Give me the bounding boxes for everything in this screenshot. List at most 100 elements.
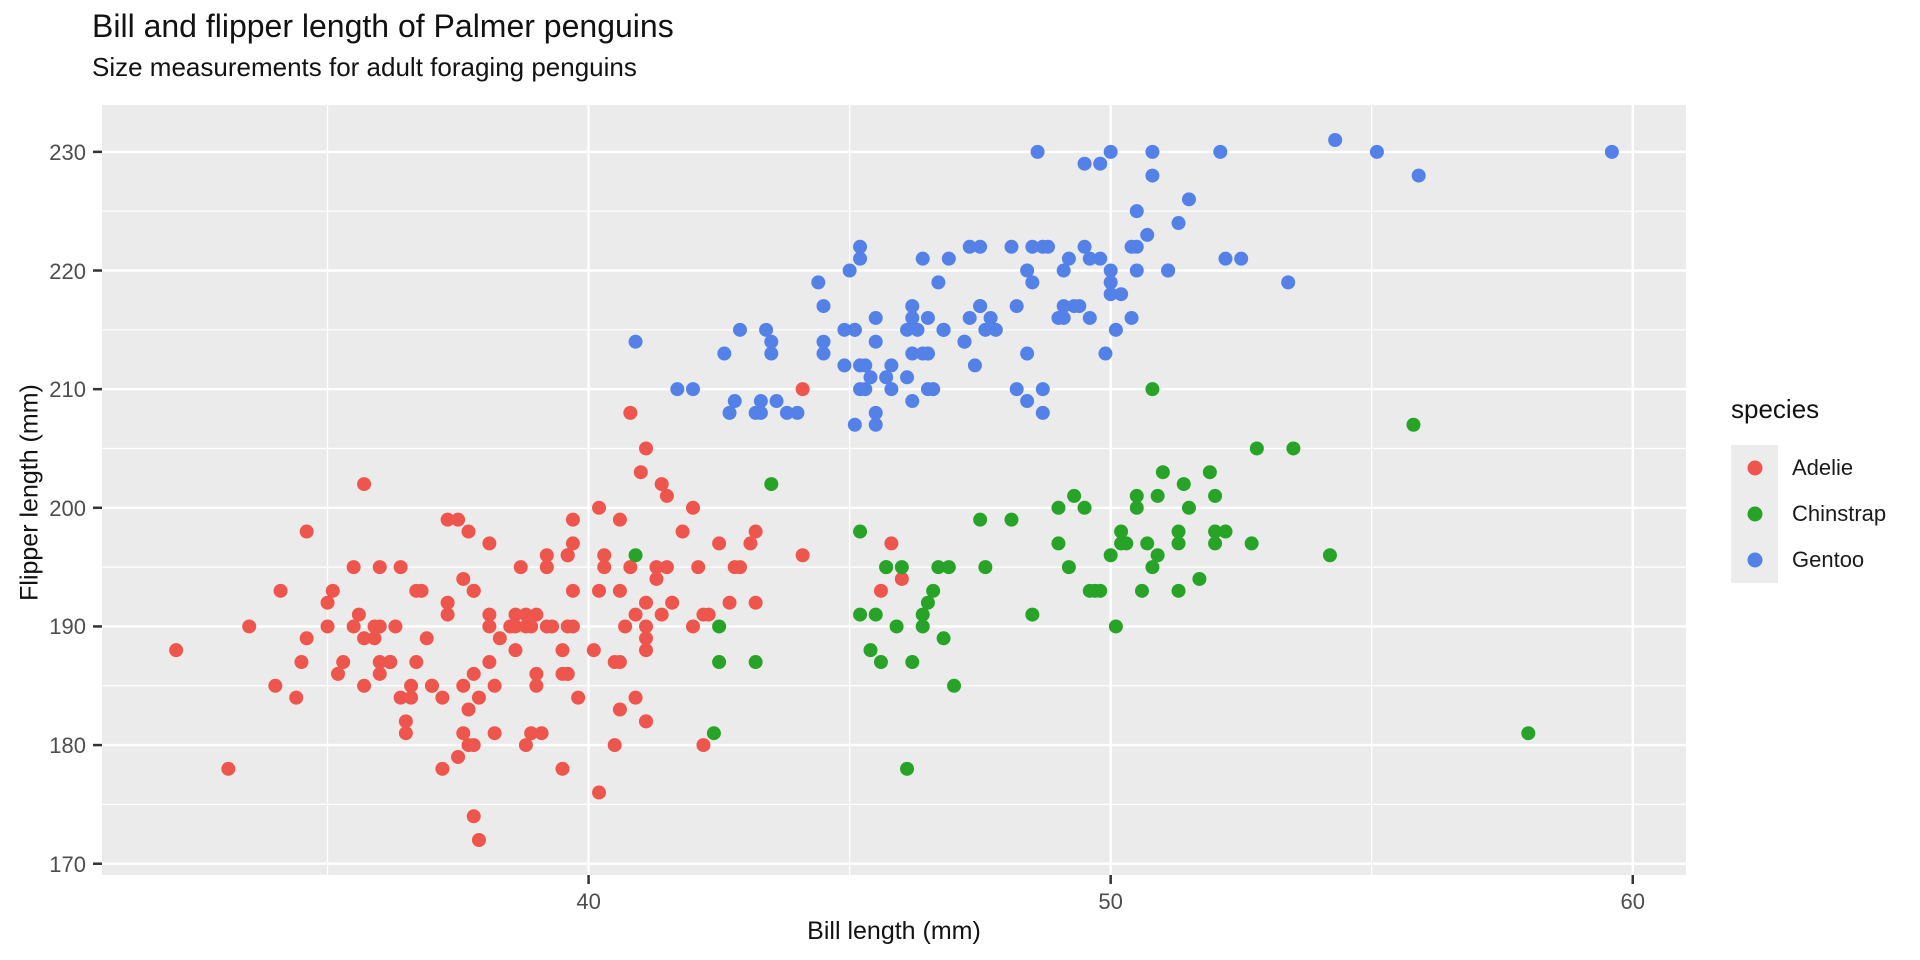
data-point-gentoo <box>962 310 977 325</box>
data-point-gentoo <box>884 382 899 397</box>
data-point-adelie <box>712 536 727 551</box>
data-point-gentoo <box>764 334 779 349</box>
data-point-adelie <box>513 560 528 575</box>
data-point-gentoo <box>983 310 998 325</box>
data-point-adelie <box>273 583 288 598</box>
data-point-adelie <box>884 536 899 551</box>
data-point-chinstrap <box>915 607 930 622</box>
data-point-chinstrap <box>915 619 930 634</box>
data-point-adelie <box>539 619 554 634</box>
data-point-adelie <box>471 690 486 705</box>
data-point-gentoo <box>1411 168 1426 183</box>
data-point-gentoo <box>884 358 899 373</box>
x-tick-label: 50 <box>1098 889 1123 914</box>
data-point-adelie <box>487 678 502 693</box>
data-point-chinstrap <box>894 560 909 575</box>
data-point-chinstrap <box>1155 465 1170 480</box>
data-point-chinstrap <box>889 619 904 634</box>
data-point-gentoo <box>1077 239 1092 254</box>
data-point-adelie <box>685 500 700 515</box>
data-point-adelie <box>466 809 481 824</box>
data-point-chinstrap <box>1114 536 1129 551</box>
data-point-adelie <box>529 607 544 622</box>
data-point-gentoo <box>1103 287 1118 302</box>
data-point-gentoo <box>628 334 643 349</box>
data-point-adelie <box>623 560 638 575</box>
data-point-adelie <box>649 560 664 575</box>
data-point-adelie <box>351 607 366 622</box>
data-point-gentoo <box>1213 144 1228 159</box>
data-point-adelie <box>299 524 314 539</box>
data-point-chinstrap <box>1051 536 1066 551</box>
data-point-gentoo <box>941 251 956 266</box>
data-point-adelie <box>560 666 575 681</box>
legend-key <box>1731 537 1778 583</box>
data-point-adelie <box>894 571 909 586</box>
data-point-adelie <box>169 643 184 658</box>
data-point-gentoo <box>978 322 993 337</box>
data-point-gentoo <box>1281 275 1296 290</box>
data-point-adelie <box>367 631 382 646</box>
data-point-chinstrap <box>748 655 763 670</box>
data-point-adelie <box>440 595 455 610</box>
data-point-adelie <box>748 524 763 539</box>
data-point-chinstrap <box>1114 524 1129 539</box>
data-point-gentoo <box>1025 239 1040 254</box>
legend-entry-gentoo: Gentoo <box>1731 537 1886 583</box>
data-point-gentoo <box>853 239 868 254</box>
data-point-gentoo <box>753 394 768 409</box>
data-point-gentoo <box>863 370 878 385</box>
data-point-gentoo <box>853 358 868 373</box>
data-point-adelie <box>294 655 309 670</box>
data-point-adelie <box>503 619 518 634</box>
gentoo-dot-icon <box>1747 552 1762 568</box>
data-point-gentoo <box>868 405 883 420</box>
data-point-chinstrap <box>1171 524 1186 539</box>
data-point-gentoo <box>847 417 862 432</box>
data-point-adelie <box>571 690 586 705</box>
data-point-gentoo <box>1009 382 1024 397</box>
y-tick-label: 170 <box>49 851 86 877</box>
data-point-gentoo <box>868 417 883 432</box>
data-point-adelie <box>357 631 372 646</box>
data-point-chinstrap <box>947 678 962 693</box>
data-point-adelie <box>508 643 523 658</box>
data-point-adelie <box>357 678 372 693</box>
data-point-adelie <box>336 655 351 670</box>
data-point-chinstrap <box>1004 512 1019 527</box>
data-point-chinstrap <box>1208 536 1223 551</box>
data-point-adelie <box>685 619 700 634</box>
plot-title: Bill and flipper length of Palmer pengui… <box>92 8 674 44</box>
data-point-gentoo <box>988 322 1003 337</box>
adelie-dot-icon <box>1747 460 1762 476</box>
data-point-adelie <box>404 690 419 705</box>
data-point-gentoo <box>1234 251 1249 266</box>
legend-title: species <box>1731 394 1820 424</box>
data-point-gentoo <box>1129 204 1144 219</box>
data-point-adelie <box>435 761 450 776</box>
data-point-adelie <box>330 666 345 681</box>
data-point-chinstrap <box>1249 441 1264 456</box>
data-point-adelie <box>639 631 654 646</box>
data-point-gentoo <box>1035 405 1050 420</box>
data-point-chinstrap <box>1067 488 1082 503</box>
data-point-gentoo <box>1061 251 1076 266</box>
data-point-gentoo <box>1114 287 1129 302</box>
data-point-chinstrap <box>1103 548 1118 563</box>
data-point-adelie <box>639 643 654 658</box>
data-point-gentoo <box>915 251 930 266</box>
data-point-chinstrap <box>1061 560 1076 575</box>
data-point-adelie <box>732 560 747 575</box>
data-point-adelie <box>654 607 669 622</box>
data-point-chinstrap <box>1208 524 1223 539</box>
data-point-adelie <box>743 536 758 551</box>
data-point-gentoo <box>790 405 805 420</box>
data-point-adelie <box>524 726 539 741</box>
data-point-chinstrap <box>1129 488 1144 503</box>
data-point-chinstrap <box>973 512 988 527</box>
data-point-chinstrap <box>706 726 721 741</box>
data-point-adelie <box>659 488 674 503</box>
data-point-adelie <box>696 738 711 753</box>
data-point-adelie <box>242 619 257 634</box>
plot-panel <box>102 105 1686 875</box>
